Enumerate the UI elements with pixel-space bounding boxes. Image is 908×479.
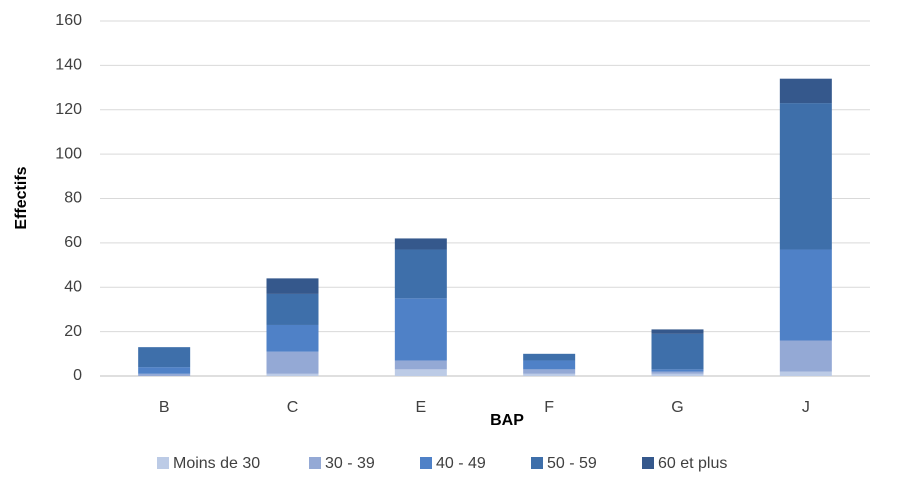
bar-segment	[523, 360, 576, 370]
y-tick-label: 0	[73, 367, 82, 384]
bar-segment	[779, 103, 832, 250]
x-tick-label: F	[544, 399, 554, 416]
legend-label: 50 - 59	[547, 455, 597, 472]
y-tick-label: 140	[55, 57, 82, 74]
bar-segment	[523, 353, 576, 361]
x-tick-label: E	[415, 399, 426, 416]
legend-label: 60 et plus	[658, 455, 727, 472]
bar-segment	[523, 373, 576, 376]
bar-segment	[266, 293, 319, 325]
legend-swatch	[642, 457, 654, 469]
bar-segment	[394, 298, 447, 361]
y-axis-label: Effectifs	[13, 166, 30, 229]
bar-segment	[266, 373, 319, 376]
legend-label: Moins de 30	[173, 455, 260, 472]
y-tick-label: 60	[64, 234, 82, 251]
bar-segment	[651, 333, 704, 370]
bar-segment	[138, 367, 191, 374]
legend-swatch	[309, 457, 321, 469]
bar-segment	[779, 78, 832, 104]
bar-segment	[394, 238, 447, 250]
x-tick-label: G	[671, 399, 683, 416]
legend-swatch	[420, 457, 432, 469]
bar-segment	[523, 369, 576, 374]
y-tick-label: 40	[64, 278, 82, 295]
x-tick-label: J	[802, 399, 810, 416]
legend-label: 30 - 39	[325, 455, 375, 472]
bar-segment	[394, 360, 447, 370]
bar-segment	[651, 329, 704, 334]
bar-segment	[779, 249, 832, 341]
x-tick-label: B	[159, 399, 170, 416]
legend-label: 40 - 49	[436, 455, 486, 472]
bar-segment	[266, 324, 319, 352]
y-tick-label: 100	[55, 145, 82, 162]
y-tick-label: 20	[64, 323, 82, 340]
bar-segment	[651, 369, 704, 372]
bar-segment	[779, 371, 832, 376]
y-tick-label: 80	[64, 190, 82, 207]
y-tick-label: 160	[55, 12, 82, 29]
bar-segment	[266, 351, 319, 374]
x-tick-label: C	[287, 399, 299, 416]
bar-segment	[651, 373, 704, 376]
bar-segment	[394, 249, 447, 299]
legend-swatch	[531, 457, 543, 469]
y-tick-label: 120	[55, 101, 82, 118]
bar-segment	[138, 347, 191, 368]
legend-swatch	[157, 457, 169, 469]
bar-segment	[266, 278, 319, 294]
bar-segment	[651, 371, 704, 374]
bar-segment	[138, 373, 191, 376]
bar-segment	[394, 369, 447, 376]
bar-segment	[779, 340, 832, 372]
x-axis-label: BAP	[490, 412, 524, 429]
